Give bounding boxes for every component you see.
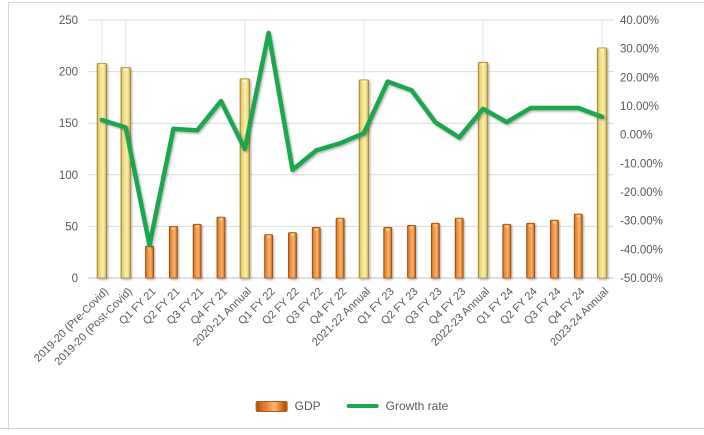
bar-top-highlight (600, 49, 605, 52)
gdp-annual-bar (96, 62, 108, 279)
right-axis-tick-label: 20.00% (620, 72, 659, 84)
right-axis-tick-label: -40.00% (620, 244, 663, 256)
bar-top-highlight (99, 64, 104, 67)
right-axis-tick-label: -50.00% (620, 273, 663, 285)
left-axis-tick-label: 0 (72, 273, 78, 285)
bar-top-highlight (552, 221, 557, 224)
legend-label-gdp: GDP (294, 399, 321, 413)
gdp-quarter-bar (573, 213, 583, 279)
right-axis-tick-label: -20.00% (620, 187, 663, 199)
gdp-annual-bar (239, 78, 250, 279)
right-axis-tick-label: 30.00% (620, 44, 659, 56)
bar-top-highlight (361, 81, 366, 84)
right-axis-tick-label: -30.00% (620, 216, 663, 228)
bar-top-highlight (242, 80, 247, 83)
bar-top-highlight (290, 233, 295, 236)
gdp-quarter-bar (192, 223, 202, 279)
left-axis-tick-label: 150 (59, 118, 78, 130)
legend-label-growth-rate: Growth rate (385, 399, 449, 413)
bar-top-highlight (576, 215, 581, 218)
left-axis-tick-label: 250 (59, 15, 78, 27)
bar-top-highlight (219, 218, 223, 221)
gdp-quarter-bar (216, 216, 226, 279)
bar-top-highlight (171, 227, 176, 230)
bar-top-highlight (528, 224, 533, 227)
gdp-quarter-bar (168, 225, 178, 279)
gdp-quarter-bar (550, 219, 559, 279)
left-axis-tick-label: 200 (59, 67, 78, 79)
gdp-quarter-bar (264, 234, 274, 279)
gdp-quarter-bar (383, 227, 393, 279)
bar-top-highlight (480, 63, 486, 66)
bar-top-highlight (338, 219, 342, 222)
gdp-annual-bar (358, 79, 370, 279)
bar-top-highlight (433, 224, 438, 227)
chart-bottom-border (0, 428, 704, 429)
bar-top-highlight (409, 226, 414, 229)
gdp-quarter-bar (145, 245, 154, 279)
right-axis-tick-label: 40.00% (620, 15, 659, 27)
chart-legend: GDP Growth rate (255, 399, 449, 413)
gdp-quarter-bar (430, 222, 440, 279)
bar-top-highlight (123, 68, 128, 71)
gdp-quarter-bar (311, 227, 321, 279)
growth-rate-line (99, 30, 605, 248)
bar-top-highlight (457, 219, 461, 222)
bar-top-highlight (505, 225, 509, 228)
right-axis-tick-label: 0.00% (620, 130, 653, 142)
bar-top-highlight (385, 228, 390, 231)
gdp-annual-bar (596, 47, 608, 279)
legend-item-growth-rate[interactable]: Growth rate (346, 399, 449, 413)
gdp-quarter-bar (288, 232, 297, 279)
gdp-annual-bar (477, 61, 489, 279)
right-axis-tick-label: -10.00% (620, 158, 663, 170)
bar-top-highlight (147, 247, 152, 250)
gdp-quarter-bar (407, 224, 416, 279)
bar-top-highlight (195, 225, 199, 228)
legend-item-gdp[interactable]: GDP (255, 399, 321, 413)
gdp-annual-bar (120, 67, 131, 279)
gdp-quarter-bar (502, 223, 512, 279)
gdp-quarter-bar (526, 222, 536, 279)
bar-top-highlight (266, 235, 271, 239)
gdp-quarter-bar (335, 217, 345, 279)
left-axis-tick-label: 50 (65, 221, 78, 233)
gdp-bar-swatch-icon (255, 400, 288, 412)
left-axis-tick-label: 100 (59, 170, 78, 182)
right-axis-tick-label: 10.00% (620, 101, 659, 113)
gdp-quarter-bar (454, 217, 464, 279)
bar-top-highlight (314, 228, 319, 231)
growth-rate-line-swatch-icon (346, 404, 379, 408)
